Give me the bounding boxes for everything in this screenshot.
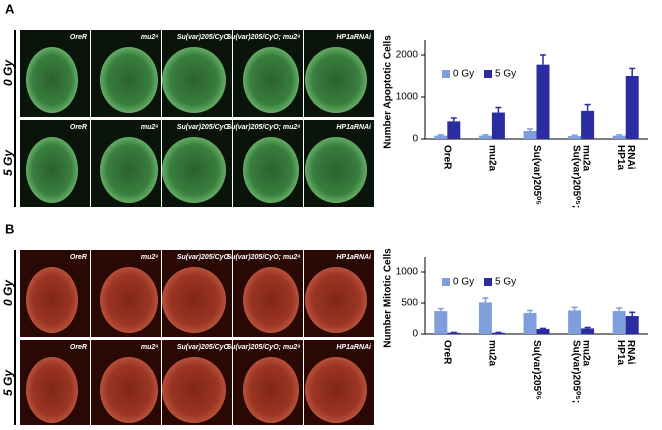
bar: [447, 121, 461, 139]
row-label: 0 Gy: [1, 279, 15, 306]
x-tick-label: mu2a: [486, 340, 497, 367]
bar: [536, 329, 550, 334]
image-label: OreR: [70, 124, 87, 131]
x-tick-label: RNAi: [625, 145, 636, 170]
image-label: Su(var)205/CyO; mu2ᵃ: [227, 34, 301, 41]
x-tick-label: HP1a: [615, 340, 626, 365]
image-label: mu2ᵃ: [141, 124, 158, 131]
image-label: OreR: [70, 34, 87, 41]
image-label: HP1aRNAi: [336, 124, 372, 131]
tissue: [162, 357, 226, 423]
bar: [625, 76, 639, 139]
y-axis-label: Number Apoptotic Cells: [383, 35, 394, 149]
bar: [447, 332, 461, 334]
legend-label: 0 Gy: [453, 69, 474, 80]
bar: [612, 311, 626, 334]
tissue: [305, 47, 367, 113]
row-label: 5 Gy: [1, 369, 15, 396]
legend-swatch: [484, 70, 492, 78]
y-axis-label: Number Mitotic Cells: [383, 248, 394, 348]
image-label: Su(var)205/CyO; mu2ᵃ: [227, 124, 301, 131]
x-tick-label: mu2a: [580, 145, 591, 172]
tissue: [162, 137, 226, 203]
image-label: Su(var)205/CyO: [177, 124, 230, 131]
bar: [478, 302, 492, 334]
image-label: Su(var)205/CyO; mu2ᵃ: [227, 344, 301, 351]
x-tick-label: mu2a: [486, 145, 497, 172]
x-tick-label: mu2a: [580, 340, 591, 367]
tissue: [26, 357, 78, 423]
y-tick-label: 0: [412, 134, 418, 145]
tissue: [243, 47, 299, 113]
bar: [491, 112, 505, 139]
tissue: [243, 137, 299, 203]
bar: [434, 311, 448, 334]
image-label: OreR: [70, 254, 87, 261]
tissue: [100, 137, 158, 203]
image-label: mu2ᵃ: [141, 344, 158, 351]
tissue: [26, 47, 78, 113]
bar: [568, 136, 582, 139]
panel-label: B: [5, 221, 14, 236]
legend-label: 0 Gy: [453, 277, 474, 288]
row-label: 5 Gy: [1, 149, 15, 176]
legend-swatch: [484, 278, 492, 286]
bar: [434, 135, 448, 139]
x-tick-label: HP1a: [615, 145, 626, 170]
image-label: OreR: [70, 344, 87, 351]
tissue: [26, 137, 78, 203]
image-label: Su(var)205/CyO: [177, 34, 230, 41]
bar: [523, 312, 537, 334]
bar: [536, 64, 550, 139]
x-tick-label: Su(var)205⁰⁵: [531, 340, 542, 400]
image-label: Su(var)205/CyO: [177, 344, 230, 351]
x-tick-label: Su(var)205⁰⁵;: [570, 145, 581, 208]
tissue: [100, 357, 158, 423]
image-label: HP1aRNAi: [336, 34, 372, 41]
bar: [568, 310, 582, 334]
row-label: 0 Gy: [1, 59, 15, 86]
tissue: [305, 357, 367, 423]
x-tick-label: Su(var)205⁰⁵;: [570, 340, 581, 403]
panel-label: A: [5, 1, 15, 16]
bar: [581, 110, 595, 139]
tissue: [162, 267, 226, 333]
tissue: [100, 267, 158, 333]
x-tick-label: Su(var)205⁰⁵: [531, 145, 542, 205]
tissue: [305, 137, 367, 203]
x-tick-label: OreR: [442, 340, 453, 365]
legend-swatch: [442, 70, 450, 78]
tissue: [305, 267, 367, 333]
tissue: [243, 357, 299, 423]
bar: [478, 135, 492, 139]
image-label: Su(var)205/CyO; mu2ᵃ: [227, 254, 301, 261]
legend-swatch: [442, 278, 450, 286]
y-tick-label: 0: [412, 329, 418, 340]
legend-label: 5 Gy: [495, 69, 516, 80]
image-label: mu2ᵃ: [141, 34, 158, 41]
bar: [523, 131, 537, 139]
image-label: mu2ᵃ: [141, 254, 158, 261]
image-label: Su(var)205/CyO: [177, 254, 230, 261]
legend-label: 5 Gy: [495, 277, 516, 288]
image-label: HP1aRNAi: [336, 254, 372, 261]
tissue: [243, 267, 299, 333]
bar: [612, 135, 626, 139]
bar: [625, 316, 639, 334]
x-tick-label: RNAi: [625, 340, 636, 365]
bar: [581, 328, 595, 334]
tissue: [162, 47, 226, 113]
tissue: [26, 267, 78, 333]
tissue: [100, 47, 158, 113]
y-tick-label: 1000: [396, 267, 419, 278]
y-tick-label: 2000: [396, 50, 419, 61]
bar: [491, 332, 505, 334]
image-label: HP1aRNAi: [336, 344, 372, 351]
x-tick-label: OreR: [442, 145, 453, 170]
y-tick-label: 500: [401, 298, 418, 309]
y-tick-label: 1000: [396, 92, 419, 103]
